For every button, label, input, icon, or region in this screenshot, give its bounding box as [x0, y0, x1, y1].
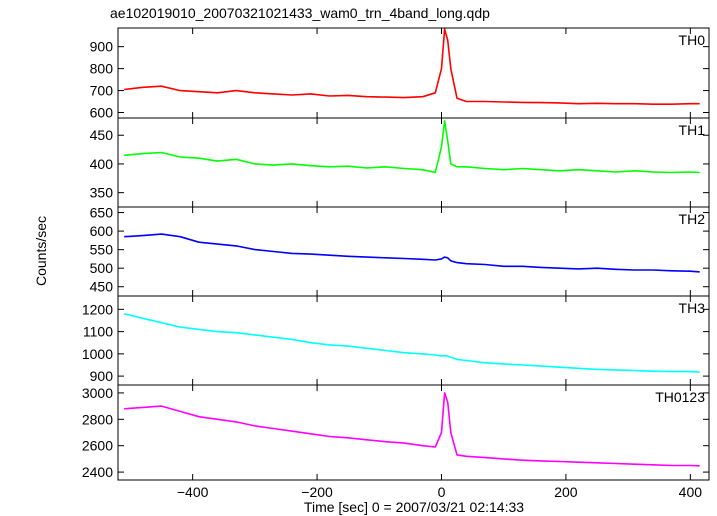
y-tick-label: 900 — [90, 39, 114, 55]
y-tick-label: 1000 — [82, 346, 113, 362]
chart-title: ae102019010_20070321021433_wam0_trn_4ban… — [110, 5, 490, 21]
y-tick-label: 600 — [90, 105, 114, 121]
panel-frame-th1 — [117, 117, 710, 208]
y-tick-label: 500 — [90, 260, 114, 276]
x-tick-label: 400 — [679, 484, 703, 500]
panel-frame-th3 — [117, 295, 710, 386]
panel-frame-th0 — [117, 27, 710, 119]
y-tick-label: 800 — [90, 61, 114, 77]
series-line-th1 — [124, 120, 700, 174]
series-line-th3 — [124, 313, 700, 373]
y-tick-label: 700 — [90, 83, 114, 99]
y-axis-title: Counts/sec — [33, 216, 49, 286]
x-axis-title: Time [sec] 0 = 2007/03/21 02:14:33 — [304, 499, 524, 515]
series-line-th0123 — [124, 392, 700, 467]
panel-label-th3: TH3 — [679, 300, 706, 316]
panel-label-th0: TH0 — [679, 32, 706, 48]
panel-label-th2: TH2 — [679, 211, 706, 227]
x-tick-label: −200 — [301, 484, 333, 500]
series-line-th0 — [124, 28, 700, 105]
y-tick-label: 400 — [90, 156, 114, 172]
y-tick-label: 550 — [90, 242, 114, 258]
panel-frame-th2 — [117, 206, 710, 297]
y-tick-label: 450 — [90, 279, 114, 295]
panel-label-th1: TH1 — [679, 122, 706, 138]
panel-th2: 450 500 550 600 650 TH2 — [90, 205, 710, 297]
panel-th1: 350 400 450 TH1 — [90, 117, 710, 208]
y-tick-label: 1100 — [83, 324, 113, 340]
panel-th3: 900 1000 1100 1200 TH3 — [82, 295, 710, 386]
panel-label-th0123: TH0123 — [655, 389, 705, 405]
y-tick-label: 350 — [90, 185, 114, 201]
series-line-th2 — [124, 233, 700, 273]
x-tick-label: −400 — [177, 484, 209, 500]
y-tick-label: 450 — [90, 127, 114, 143]
y-tick-label: 2600 — [82, 438, 113, 454]
x-tick-label: 200 — [554, 484, 578, 500]
panel-th0: 600 700 800 900 TH0 — [90, 27, 710, 121]
y-tick-label: 3000 — [82, 385, 113, 401]
y-tick-label: 1200 — [82, 301, 113, 317]
panel-th0123: 2400 2600 2800 3000 TH0123 — [82, 384, 710, 481]
y-tick-label: 2800 — [82, 411, 113, 427]
y-tick-label: 650 — [90, 205, 114, 221]
panel-frame-th0123 — [117, 384, 710, 481]
x-tick-label: 0 — [438, 484, 446, 500]
y-tick-label: 2400 — [82, 464, 113, 480]
y-tick-label: 600 — [90, 223, 114, 239]
y-tick-label: 900 — [90, 368, 114, 384]
